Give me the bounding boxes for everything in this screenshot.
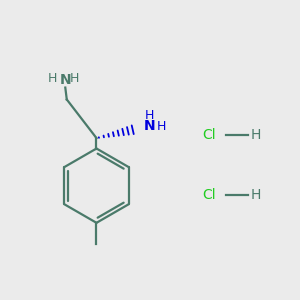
Text: H: H: [250, 188, 261, 202]
Text: Cl: Cl: [202, 128, 216, 142]
Text: N: N: [59, 73, 71, 87]
Text: Cl: Cl: [202, 188, 216, 202]
Text: H: H: [145, 109, 154, 122]
Text: N: N: [144, 119, 156, 133]
Text: H: H: [70, 72, 80, 85]
Text: H: H: [250, 128, 261, 142]
Text: H: H: [48, 72, 58, 85]
Text: H: H: [157, 120, 166, 133]
